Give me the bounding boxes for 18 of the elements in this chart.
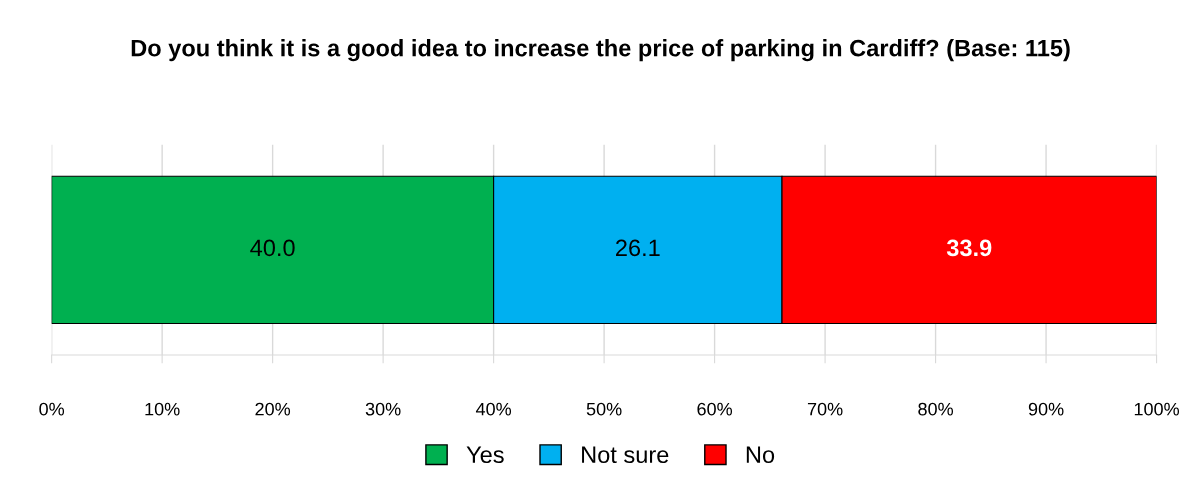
x-tick-label: 70% [807, 402, 843, 416]
x-tick-label: 40% [475, 402, 512, 416]
x-tick-label: 90% [1028, 402, 1064, 416]
data-label: 40.0 [250, 239, 295, 257]
legend-label: Yes [466, 446, 504, 464]
legend-label: No [746, 446, 775, 464]
x-tick-label: 10% [145, 402, 180, 416]
data-label: 26.1 [616, 239, 660, 257]
x-tick-label: 60% [697, 402, 733, 416]
data-label: 33.9 [946, 239, 992, 257]
x-tick-label: 0% [39, 402, 65, 416]
x-tick-label: 20% [255, 402, 291, 416]
x-tick-label: 80% [918, 402, 954, 416]
legend-label: Not sure [582, 446, 669, 464]
chart-title: Do you think it is a good idea to increase the price of parking in Cardiff? (Base: 115) [131, 39, 1070, 62]
x-tick-label: 50% [586, 402, 622, 416]
x-tick-label: 100% [1134, 402, 1180, 416]
x-tick-label: 30% [365, 402, 401, 416]
